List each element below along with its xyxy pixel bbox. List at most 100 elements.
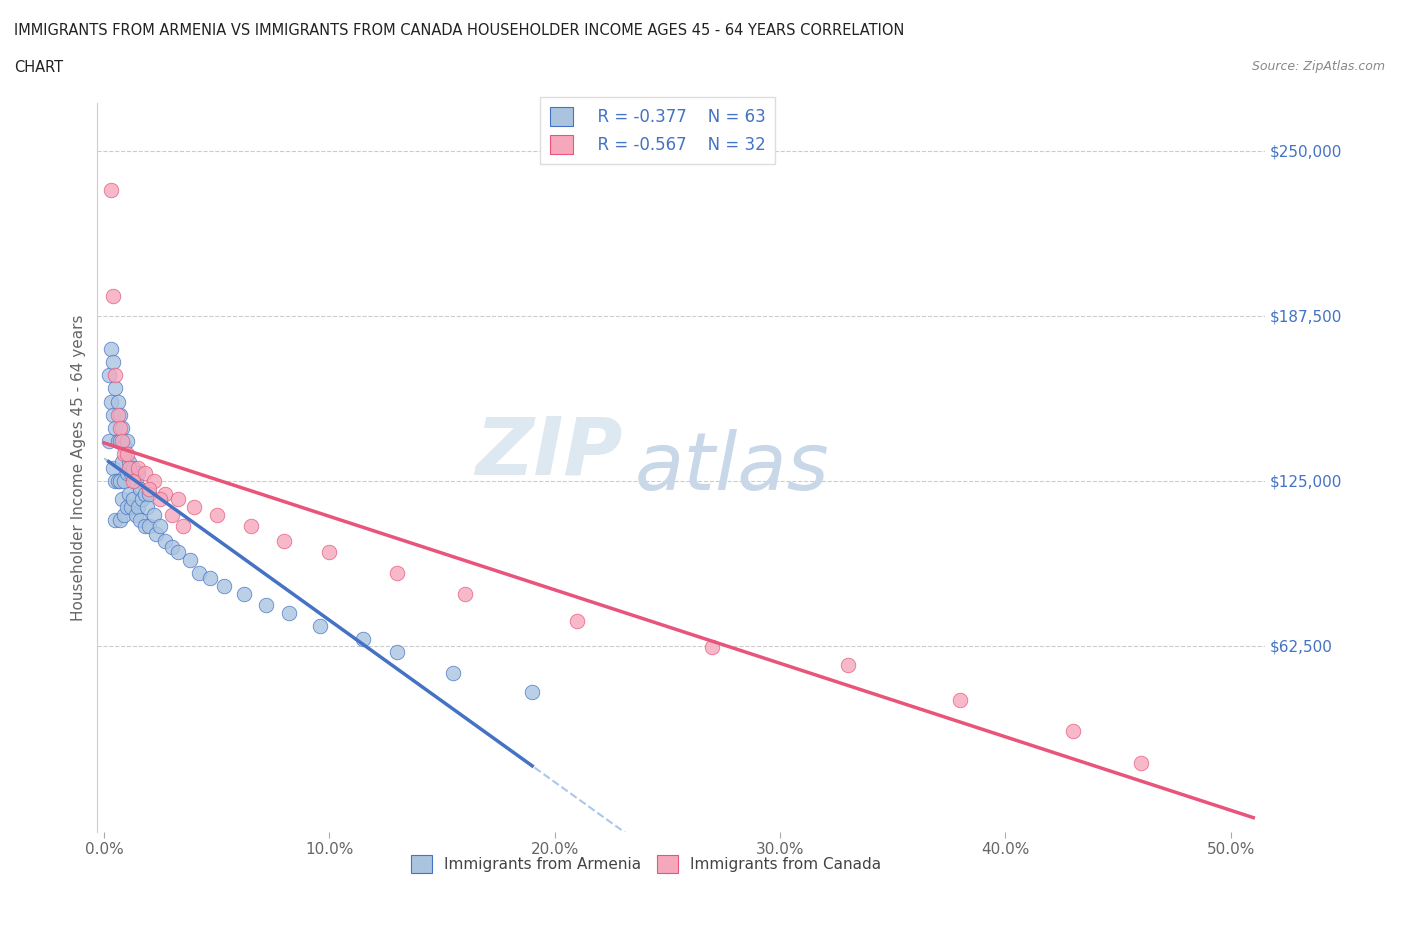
Point xyxy=(100,341,122,356)
Point xyxy=(104,420,127,435)
Point xyxy=(115,465,138,480)
Point xyxy=(212,578,235,593)
Point xyxy=(107,473,129,488)
Point xyxy=(138,481,160,496)
Point xyxy=(107,433,129,448)
Point xyxy=(97,367,120,382)
Point xyxy=(385,644,408,659)
Point xyxy=(135,499,157,514)
Point xyxy=(142,508,165,523)
Point xyxy=(108,433,131,448)
Point xyxy=(129,512,152,527)
Point xyxy=(179,552,201,567)
Point xyxy=(145,526,167,541)
Point xyxy=(1062,724,1084,739)
Point xyxy=(120,499,142,514)
Point xyxy=(108,407,131,422)
Point xyxy=(522,684,544,699)
Point xyxy=(127,499,149,514)
Point xyxy=(138,518,160,533)
Point xyxy=(111,455,134,470)
Point xyxy=(115,447,138,462)
Point xyxy=(441,666,464,681)
Point xyxy=(277,605,299,620)
Point xyxy=(115,499,138,514)
Point xyxy=(97,433,120,448)
Point xyxy=(101,288,124,303)
Point xyxy=(232,587,254,602)
Point xyxy=(453,587,475,602)
Point xyxy=(187,565,209,580)
Point xyxy=(134,518,156,533)
Point xyxy=(108,512,131,527)
Point xyxy=(167,545,190,560)
Point xyxy=(142,473,165,488)
Point xyxy=(124,473,146,488)
Point xyxy=(124,508,146,523)
Point xyxy=(111,433,134,448)
Point xyxy=(309,618,332,633)
Point xyxy=(112,508,135,523)
Point xyxy=(120,465,142,480)
Point xyxy=(118,486,141,501)
Point xyxy=(149,492,172,507)
Point xyxy=(567,613,589,628)
Point xyxy=(122,460,145,475)
Point xyxy=(131,492,153,507)
Point xyxy=(127,465,149,480)
Point xyxy=(108,473,131,488)
Legend: Immigrants from Armenia, Immigrants from Canada: Immigrants from Armenia, Immigrants from… xyxy=(405,849,887,879)
Point xyxy=(118,455,141,470)
Point xyxy=(183,499,205,514)
Point xyxy=(837,658,859,673)
Point xyxy=(107,394,129,409)
Y-axis label: Householder Income Ages 45 - 64 years: Householder Income Ages 45 - 64 years xyxy=(72,314,86,621)
Point xyxy=(198,571,221,586)
Point xyxy=(153,486,176,501)
Point xyxy=(1129,756,1152,771)
Point xyxy=(160,539,183,554)
Point xyxy=(100,183,122,198)
Point xyxy=(100,394,122,409)
Point xyxy=(352,631,374,646)
Text: IMMIGRANTS FROM ARMENIA VS IMMIGRANTS FROM CANADA HOUSEHOLDER INCOME AGES 45 - 6: IMMIGRANTS FROM ARMENIA VS IMMIGRANTS FR… xyxy=(14,23,904,38)
Point xyxy=(101,354,124,369)
Point xyxy=(104,367,127,382)
Point xyxy=(107,407,129,422)
Point xyxy=(149,518,172,533)
Point xyxy=(138,486,160,501)
Point xyxy=(112,439,135,454)
Point xyxy=(122,473,145,488)
Point xyxy=(104,473,127,488)
Point xyxy=(205,508,228,523)
Point xyxy=(118,460,141,475)
Point xyxy=(111,420,134,435)
Point xyxy=(702,640,724,655)
Text: ZIP: ZIP xyxy=(475,414,623,492)
Point xyxy=(239,518,262,533)
Point xyxy=(385,565,408,580)
Point xyxy=(273,534,295,549)
Point xyxy=(153,534,176,549)
Point xyxy=(104,512,127,527)
Point xyxy=(949,692,972,707)
Point xyxy=(127,460,149,475)
Text: CHART: CHART xyxy=(14,60,63,75)
Point xyxy=(104,381,127,396)
Point xyxy=(134,486,156,501)
Point xyxy=(318,545,340,560)
Point xyxy=(112,447,135,462)
Point xyxy=(101,460,124,475)
Point xyxy=(134,465,156,480)
Point xyxy=(254,597,277,612)
Point xyxy=(111,492,134,507)
Point xyxy=(112,473,135,488)
Point xyxy=(115,433,138,448)
Text: Source: ZipAtlas.com: Source: ZipAtlas.com xyxy=(1251,60,1385,73)
Point xyxy=(108,420,131,435)
Point xyxy=(129,481,152,496)
Point xyxy=(101,407,124,422)
Point xyxy=(122,492,145,507)
Point xyxy=(167,492,190,507)
Point xyxy=(172,518,194,533)
